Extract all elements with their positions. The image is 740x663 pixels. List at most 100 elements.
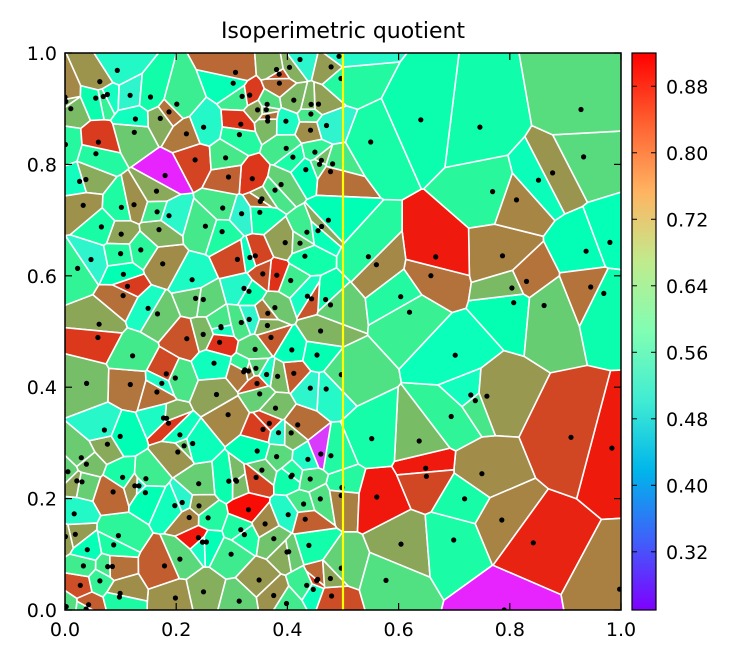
seed-point [239,93,245,99]
seed-point [477,124,483,130]
seed-point [295,422,301,428]
seed-point [211,360,217,366]
seed-point [499,253,506,259]
seed-point [111,542,117,548]
seed-point [274,272,280,278]
seed-point [490,189,496,195]
seed-point [256,577,262,583]
seed-point [184,336,190,342]
seed-point [246,288,252,294]
seed-point [308,111,314,117]
seed-point [138,247,144,253]
seed-point [448,413,454,420]
voronoi-cell [518,364,612,500]
seed-point [304,229,310,235]
seed-point [523,278,530,284]
seed-point [315,101,322,107]
colorbar-tick-label: 0.64 [666,276,708,298]
seed-point [260,271,266,277]
seed-point [72,531,78,537]
seed-point [308,101,314,107]
seed-point [305,456,311,462]
voronoi-cell [258,133,303,166]
seed-point [291,370,297,376]
seed-point [314,578,320,584]
seed-point [297,56,303,63]
seed-point [325,217,331,223]
seed-point [365,254,371,260]
seed-point [115,533,121,539]
seed-point [117,433,123,439]
seed-point [65,469,71,475]
seed-point [195,535,201,541]
seed-point [369,436,375,442]
seed-point [617,586,621,592]
seed-point [316,161,323,167]
seed-point [95,334,101,341]
seed-point [74,478,80,484]
voronoi-cell [148,480,183,535]
voronoi-cell [310,53,344,86]
seed-point [253,474,259,480]
seed-point [330,161,336,167]
seed-point [226,478,232,484]
seed-point [511,300,517,306]
voronoi-cell [511,239,561,299]
seed-point [225,412,231,418]
seed-point [541,302,547,309]
seed-point [535,177,542,183]
seed-point [374,494,380,500]
seed-point [283,145,289,151]
voronoi-cell [575,369,621,521]
voronoi-cell [129,146,195,196]
y-tick-label: 0.0 [27,600,57,622]
colorbar-ticks: 0.32 0.40 0.48 0.56 0.64 0.72 0.80 0.88 [632,76,708,564]
seed-point [264,371,270,378]
seed-point [218,325,224,331]
seed-point [383,577,389,584]
seed-point [530,540,536,546]
seed-point [323,122,330,129]
seed-point [290,154,296,160]
seed-point [97,79,103,85]
seed-point [297,240,303,246]
seed-point [428,273,434,279]
seed-point [183,131,189,137]
voronoi-cell [366,293,454,371]
seed-point [196,481,202,487]
seed-point [236,598,242,604]
seed-point [418,117,424,123]
seed-point [124,283,131,289]
seed-point [274,454,280,460]
seed-point [154,389,160,395]
seed-point [275,373,281,379]
seed-point [472,398,478,404]
seed-point [78,455,84,461]
seed-point [205,515,211,521]
seed-point [101,427,107,433]
seed-point [233,478,240,484]
seed-point [83,461,89,467]
voronoi-cell [65,469,82,499]
seed-point [96,321,102,327]
seed-point [120,293,126,299]
seed-point [232,69,239,75]
seed-point [317,496,323,502]
seed-point [262,521,268,527]
voronoi-cell [65,401,123,442]
voronoi-cell [344,97,423,201]
seed-point [304,293,310,299]
seed-point [568,434,574,440]
seed-point [264,101,270,107]
seed-point [509,285,515,291]
seed-point [228,551,234,557]
seed-point [318,157,324,163]
seed-point [162,172,168,179]
seed-point [588,284,594,290]
seed-point [196,503,202,509]
seed-point [114,67,120,73]
seed-point [499,517,505,523]
seed-point [200,589,207,595]
seed-point [323,296,329,303]
seed-point [318,328,324,334]
